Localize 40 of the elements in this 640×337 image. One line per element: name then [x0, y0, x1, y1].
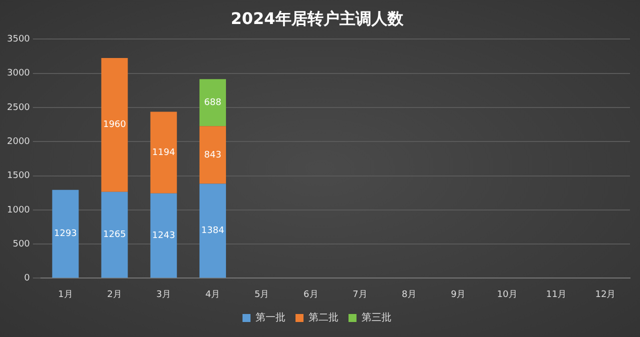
legend-label: 第二批	[308, 312, 338, 324]
y-tick-label: 2500	[7, 102, 30, 113]
bar	[199, 79, 226, 126]
x-tick-label: 7月	[352, 290, 368, 300]
data-label: 1243	[152, 230, 176, 241]
legend-label: 第三批	[362, 312, 392, 324]
data-label: 1293	[54, 229, 77, 240]
x-tick-label: 10月	[497, 290, 518, 300]
x-tick-label: 9月	[450, 290, 466, 300]
data-label: 688	[204, 98, 222, 108]
x-tick-label: 6月	[304, 290, 318, 300]
data-label: 843	[204, 150, 222, 160]
bar	[52, 190, 79, 278]
x-tick-label: 8月	[402, 290, 416, 300]
y-tick-label: 3000	[7, 68, 30, 79]
data-label: 1265	[103, 230, 126, 240]
x-tick-label: 1月	[58, 290, 73, 300]
bar	[150, 193, 177, 278]
y-tick-label: 0	[24, 274, 30, 284]
x-tick-label: 11月	[546, 290, 567, 300]
data-label: 1960	[103, 120, 126, 130]
x-tick-label: 12月	[595, 290, 616, 300]
bar	[199, 126, 226, 184]
y-tick-label: 1500	[7, 171, 30, 182]
bar	[101, 192, 128, 278]
x-tick-label: 3月	[156, 290, 171, 300]
x-tick-label: 5月	[254, 290, 270, 300]
bar	[101, 58, 128, 192]
y-tick-label: 3500	[7, 34, 30, 45]
y-tick-label: 2000	[7, 136, 30, 147]
data-label: 1384	[201, 226, 224, 236]
bar	[199, 184, 226, 278]
x-tick-label: 4月	[205, 290, 220, 300]
legend-label: 第一批	[256, 312, 286, 324]
x-tick-label: 2月	[107, 290, 122, 300]
chart-title: 2024年居转户主调人数	[230, 8, 404, 28]
bar	[150, 112, 177, 194]
y-tick-label: 1000	[7, 205, 30, 216]
y-tick-label: 500	[12, 239, 30, 250]
data-label: 1194	[152, 148, 176, 158]
